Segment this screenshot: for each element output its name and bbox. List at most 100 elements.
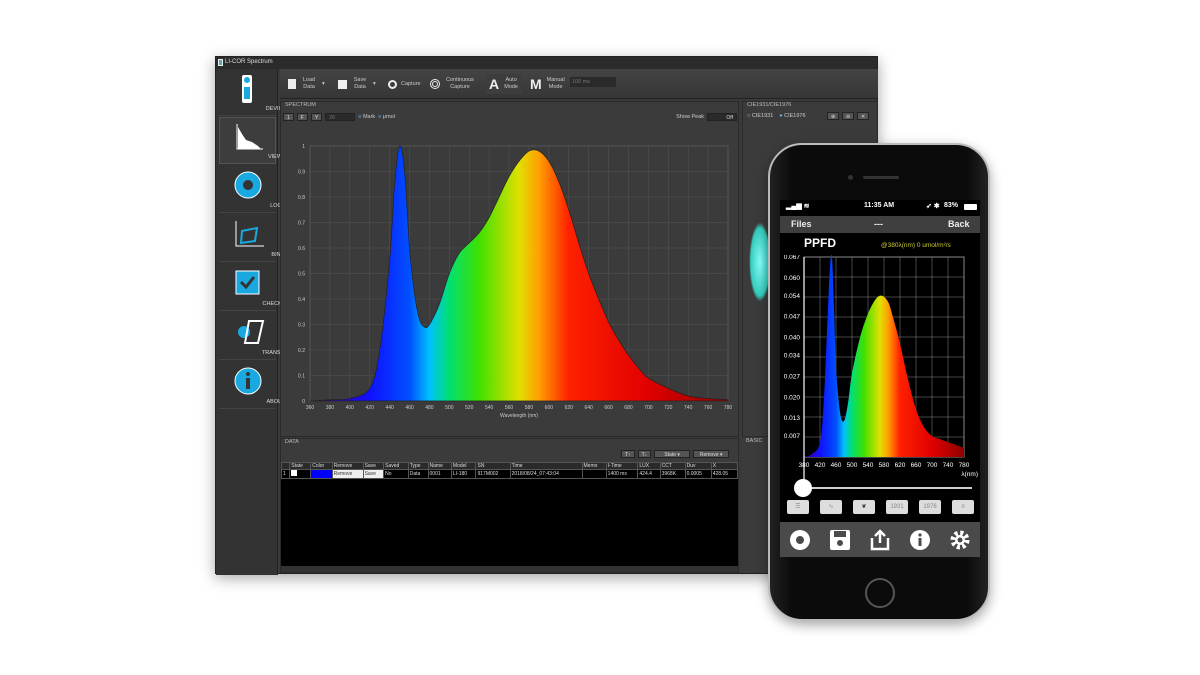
save-icon[interactable] xyxy=(829,529,851,551)
y-tick-label: 0.1 xyxy=(298,374,305,380)
column-header[interactable]: Color xyxy=(310,462,333,470)
text-up-icon[interactable]: T↑ xyxy=(621,450,635,458)
desktop-window: LI-COR Spectrum DEVICE VIEW LOG BIN CHEC… xyxy=(215,56,878,575)
y-tick-label: 0.6 xyxy=(298,246,305,252)
menu-button[interactable]: ≡ xyxy=(952,500,974,514)
app-icon xyxy=(218,59,223,66)
remove-button[interactable]: Remove ▾ xyxy=(693,450,730,458)
aperture-icon[interactable] xyxy=(789,529,811,551)
column-header[interactable]: Duv xyxy=(684,462,712,470)
continuous-capture-button[interactable]: Continuous Capture xyxy=(430,74,476,94)
chart-button[interactable]: ∿ xyxy=(820,500,842,514)
aperture-icon xyxy=(234,171,262,199)
files-button[interactable]: Files xyxy=(791,219,812,229)
x-tick-label: 660 xyxy=(604,405,613,411)
y-tick-label: 0.8 xyxy=(298,195,305,201)
column-header[interactable]: Model xyxy=(450,462,477,470)
menu-icon: ≡ xyxy=(961,504,965,510)
manual-mode-button[interactable]: M Manual Mode xyxy=(530,76,565,92)
x-axis-label: Wavelength (nm) xyxy=(500,413,538,419)
column-header[interactable]: Saved xyxy=(383,462,409,470)
x-tick-label: 580 xyxy=(879,462,890,469)
sidebar-item-log[interactable]: LOG xyxy=(219,166,282,213)
zoom-in-icon[interactable]: ⊕ xyxy=(827,112,840,120)
show-peak-toggle[interactable]: Off xyxy=(707,113,737,121)
cie1976-radio[interactable]: ● CIE1976 xyxy=(779,113,806,119)
y-tick-label: 0.013 xyxy=(784,415,801,422)
info-icon[interactable] xyxy=(909,529,931,551)
fit-icon[interactable]: ✕ xyxy=(857,112,870,120)
home-button[interactable] xyxy=(865,578,895,608)
sidebar-item-view[interactable]: VIEW xyxy=(219,117,282,164)
chart-icon: ∿ xyxy=(828,504,834,510)
spectrum-panel: SPECTRUM 1 F Y 20 ≡ Mark ≡ μmol Show Pea… xyxy=(280,101,739,437)
x-tick-label: 540 xyxy=(863,462,874,469)
gear-icon[interactable] xyxy=(949,529,971,551)
x-tick-label: 500 xyxy=(847,462,858,469)
unit-toggle[interactable]: ≡ μmol xyxy=(378,114,395,120)
column-header[interactable]: Type xyxy=(407,462,429,470)
column-header[interactable]: State xyxy=(289,462,312,470)
row-remove-button[interactable]: Remove xyxy=(331,469,364,479)
info-icon xyxy=(234,367,262,395)
tool-button-1[interactable]: 1 xyxy=(283,113,294,121)
spectrum-view-icon xyxy=(236,124,263,150)
sidebar-item-checker[interactable]: CHECKER xyxy=(219,264,289,311)
y-tick-label: 0.054 xyxy=(784,293,801,300)
column-header[interactable]: SN xyxy=(475,462,511,470)
x-tick-label: 540 xyxy=(485,405,494,411)
slider-thumb[interactable] xyxy=(794,479,812,497)
x-tick-label: 520 xyxy=(465,405,474,411)
y-tick-label: 0.020 xyxy=(784,394,801,401)
column-header[interactable]: CCT xyxy=(659,462,686,470)
x-tick-label: 740 xyxy=(684,405,693,411)
column-header[interactable]: X xyxy=(710,462,739,470)
share-icon[interactable] xyxy=(869,528,891,551)
x-tick-label: 700 xyxy=(927,462,938,469)
state-checkbox[interactable] xyxy=(289,469,312,479)
table-row[interactable]: 1 Remove Save No Data 0001 LI-180 917M00… xyxy=(280,469,739,479)
list-button[interactable]: ☰ xyxy=(787,500,809,514)
column-header[interactable]: Remove xyxy=(331,462,364,470)
text-down-icon[interactable]: T↓ xyxy=(637,450,652,458)
back-button[interactable]: Back xyxy=(948,219,970,229)
sidebar-item-about[interactable]: ABOUT xyxy=(219,362,285,409)
column-header[interactable]: Save xyxy=(362,462,385,470)
tool-button-y[interactable]: Y xyxy=(310,113,323,121)
capture-button[interactable]: Capture xyxy=(388,74,421,94)
interval-select[interactable]: 100 ms xyxy=(570,77,616,87)
column-header[interactable]: LUX xyxy=(637,462,661,470)
sidebar-item-device[interactable]: DEVICE xyxy=(219,69,286,116)
bin-icon xyxy=(235,221,264,247)
toolbar: Load Data ▾ Save Data ▾ Capture Continuous… xyxy=(280,69,878,99)
cie1976-button[interactable]: 1976 xyxy=(919,500,941,514)
sidebar-item-transmit[interactable]: TRANSMIT xyxy=(219,313,290,360)
auto-mode-button[interactable]: A Auto Mode xyxy=(485,74,524,94)
color-swatch[interactable] xyxy=(310,469,333,479)
horizontal-scrollbar[interactable] xyxy=(281,566,738,572)
zoom-out-icon[interactable]: ⊖ xyxy=(842,112,855,120)
column-header[interactable]: Memo xyxy=(581,462,607,470)
column-header[interactable]: Time xyxy=(509,462,583,470)
status-bar: ▂▄▆ ︎≋ 11:35 AM ➶ ✱ 83% xyxy=(780,202,980,214)
sidebar-item-bin[interactable]: BIN xyxy=(219,215,281,262)
transmit-icon xyxy=(238,320,265,344)
row-save-button[interactable]: Save xyxy=(362,469,385,479)
wavelength-slider[interactable] xyxy=(802,487,972,489)
cie1931-button[interactable]: 1931 xyxy=(886,500,908,514)
column-header[interactable]: Name xyxy=(427,462,452,470)
spectrum-area xyxy=(804,255,964,457)
state-button[interactable]: State ▾ xyxy=(654,450,691,458)
cie1931-radio[interactable]: ○ CIE1931 xyxy=(747,113,774,119)
count-input[interactable]: 20 xyxy=(325,113,356,121)
tool-button-f[interactable]: F xyxy=(296,113,308,121)
mark-toggle[interactable]: ≡ Mark xyxy=(358,114,376,120)
list-icon: ☰ xyxy=(795,504,801,510)
load-data-button[interactable]: Load Data ▾ xyxy=(288,74,325,94)
save-icon xyxy=(338,79,347,89)
readout: @380λ(nm) 0 umol/m²/s xyxy=(881,242,951,249)
phone: ▂▄▆ ︎≋ 11:35 AM ➶ ✱ 83% Files --- Back P… xyxy=(768,143,990,621)
column-header[interactable]: I-Time xyxy=(605,462,639,470)
leaf-button[interactable]: ❦ xyxy=(853,500,875,514)
save-data-button[interactable]: Save Data ▾ xyxy=(338,74,376,94)
